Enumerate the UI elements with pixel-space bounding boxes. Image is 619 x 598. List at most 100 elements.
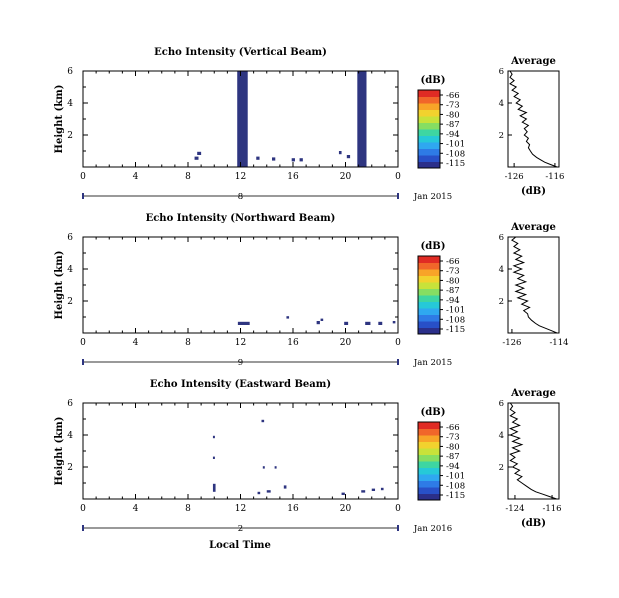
colorbar-tick-label: -115: [446, 325, 465, 335]
x-tick-label: 8: [185, 504, 191, 514]
profile-x-tick-label: -116: [545, 172, 564, 182]
y-axis-label: Height (km): [54, 85, 65, 154]
panel-title: Echo Intensity (Eastward Beam): [150, 379, 331, 390]
x-tick-label: 12: [235, 504, 246, 514]
x-tick-label: 16: [287, 504, 299, 514]
profile-x-tick-label: -116: [542, 504, 561, 514]
colorbar-tick-label: -94: [446, 130, 460, 140]
colorbar-swatch: [418, 422, 440, 429]
echo-cell: [316, 321, 320, 325]
colorbar-swatch: [418, 480, 440, 488]
echo-cell: [338, 151, 342, 155]
echo-cell: [197, 151, 202, 155]
x-tick-label: 20: [340, 338, 352, 348]
colorbar-tick-label: -108: [446, 149, 465, 159]
colorbar-swatch: [418, 467, 440, 475]
profile-frame: [507, 70, 560, 168]
colorbar-swatch: [418, 487, 440, 494]
colorbar-swatch: [418, 435, 440, 442]
x-tick-label: 4: [133, 504, 139, 514]
panel-title: Echo Intensity (Vertical Beam): [154, 47, 327, 58]
x-tick-label: 0: [395, 172, 401, 182]
colorbar-swatch: [418, 461, 440, 468]
colorbar-unit: (dB): [421, 75, 446, 86]
echo-cell: [291, 158, 295, 162]
profile-y-tick-label: 2: [499, 131, 504, 141]
day-label: 8: [238, 192, 243, 202]
echo-cell: [256, 156, 260, 160]
y-tick-label: 6: [67, 233, 73, 243]
echo-cell: [257, 491, 261, 495]
colorbar-swatch: [418, 321, 440, 328]
echo-cell: [320, 318, 324, 321]
echo-cell: [380, 487, 384, 491]
x-tick-label: 20: [340, 172, 352, 182]
x-tick-label: 16: [287, 338, 299, 348]
echo-cell: [274, 466, 277, 469]
profile-line: [511, 236, 558, 334]
echo-cell: [194, 156, 199, 160]
x-tick-label: 0: [395, 504, 401, 514]
colorbar-tick-label: -66: [446, 257, 460, 267]
colorbar-swatch: [418, 103, 440, 110]
colorbar-frame: [417, 421, 441, 501]
colorbar-swatch: [418, 295, 440, 302]
colorbar-tick-label: -80: [446, 276, 460, 286]
colorbar-swatch: [418, 493, 440, 501]
colorbar-tick-label: -94: [446, 462, 460, 472]
profile-line: [508, 402, 557, 500]
echo-cell: [361, 490, 366, 493]
plot-frame: [82, 236, 399, 334]
colorbar-swatch: [418, 308, 440, 315]
profile-y-tick-label: 4: [499, 431, 504, 441]
profile-y-tick-label: 4: [499, 265, 504, 275]
colorbar-swatch: [418, 269, 440, 276]
echo-cell: [344, 321, 349, 325]
colorbar-tick-label: -108: [446, 315, 465, 325]
colorbar-tick-label: -101: [446, 140, 465, 150]
profile-y-tick-label: 4: [499, 99, 504, 109]
profile-y-tick-label: 6: [499, 67, 504, 77]
colorbar-tick-label: -101: [446, 306, 465, 316]
colorbar-swatch: [418, 142, 440, 149]
colorbar-frame: [417, 89, 441, 169]
profile-y-tick-label: 6: [499, 399, 504, 409]
colorbar-tick-label: -66: [446, 423, 460, 433]
colorbar-swatch: [418, 148, 440, 156]
colorbar-swatch: [418, 301, 440, 309]
colorbar-swatch: [418, 288, 440, 296]
profile-x-tick-label: -114: [549, 338, 568, 348]
profile-x-tick-label: -126: [502, 338, 521, 348]
colorbar-swatch: [418, 96, 440, 104]
colorbar-unit: (dB): [421, 407, 446, 418]
echo-cell: [378, 321, 383, 325]
panel-title: Echo Intensity (Northward Beam): [146, 213, 336, 224]
y-axis-label: Height (km): [54, 251, 65, 320]
colorbar-tick-label: -66: [446, 91, 460, 101]
colorbar-tick-label: -115: [446, 491, 465, 501]
profile-y-tick-label: 2: [499, 297, 504, 307]
echo-cell: [365, 321, 371, 325]
profile-title: Average: [510, 56, 556, 67]
colorbar-unit: (dB): [421, 241, 446, 252]
echo-cell: [212, 483, 216, 492]
panel-3: Echo Intensity (Eastward Beam) 0 4 8 12 16 20 0…: [54, 379, 562, 534]
colorbar-tick-label: -115: [446, 159, 465, 169]
date-label: Jan 2015: [413, 192, 452, 202]
y-tick-label: 2: [67, 463, 73, 473]
x-tick-label: 4: [133, 172, 139, 182]
x-tick-label: 0: [80, 338, 86, 348]
profile-x-tick-label: -124: [505, 504, 524, 514]
colorbar-swatch: [418, 256, 440, 263]
colorbar-swatch: [418, 135, 440, 143]
x-tick-label: 8: [185, 172, 191, 182]
echo-cell: [212, 435, 215, 439]
colorbar-swatch: [418, 155, 440, 162]
colorbar-swatch: [418, 474, 440, 481]
echo-cell: [237, 71, 248, 167]
echo-cell: [346, 155, 351, 159]
x-tick-label: 4: [133, 338, 139, 348]
profile-title: Average: [510, 222, 556, 233]
date-label: Jan 2015: [413, 358, 452, 368]
